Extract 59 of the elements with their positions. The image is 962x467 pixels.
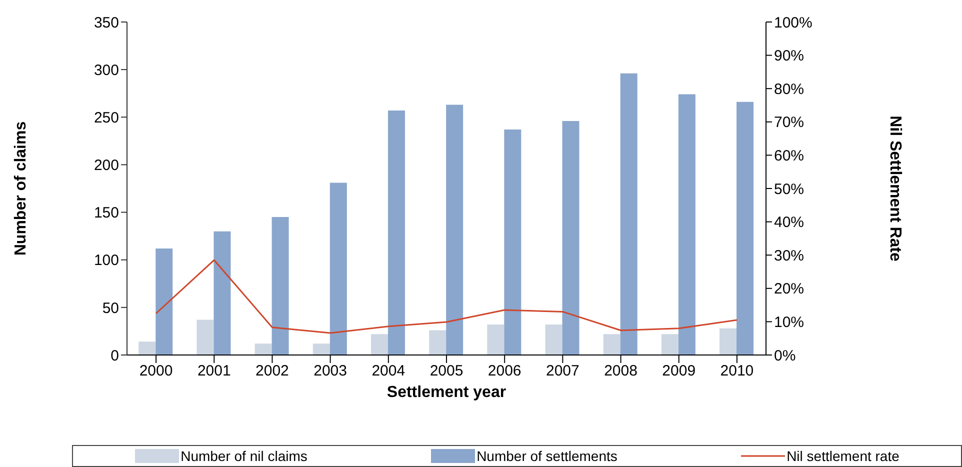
bar [214, 231, 231, 355]
x-tick-label: 2004 [372, 362, 406, 380]
y-tick-label: 100 [94, 252, 119, 270]
y2-tick-label: 100% [774, 14, 812, 32]
bar [487, 324, 504, 355]
y2-tick-label: 50% [774, 180, 804, 198]
bar [272, 217, 289, 355]
bar [720, 328, 737, 355]
y2-tick-label: 70% [774, 114, 804, 132]
bar [330, 182, 347, 355]
bar [620, 73, 638, 355]
y2-tick-label: 40% [774, 214, 804, 232]
bar [446, 104, 464, 355]
x-tick-label: 2000 [139, 362, 173, 380]
y2-tick-label: 10% [774, 314, 804, 332]
bar [562, 120, 580, 355]
x-axis-title: Settlement year [386, 384, 506, 401]
x-tick-label: 2009 [662, 362, 696, 380]
y2-tick-label: 60% [774, 148, 804, 165]
y2-tick-label: 20% [774, 280, 804, 298]
y2-tick-label: 0% [774, 347, 796, 364]
y-tick-label: 50 [102, 300, 119, 317]
bar [603, 334, 620, 355]
y-axis-title: Number of claims [12, 121, 30, 256]
bar [370, 334, 388, 355]
x-tick-label: 2007 [546, 362, 580, 380]
x-tick-label: 2010 [720, 362, 754, 380]
line-series [155, 259, 738, 334]
x-tick-label: 2002 [256, 362, 289, 380]
y-tick-label: 300 [94, 62, 119, 79]
y-tick-label: 250 [94, 109, 119, 126]
x-tick-label: 2003 [314, 362, 348, 380]
bar [504, 130, 522, 355]
legend-label: Nil settlement rate [786, 448, 900, 464]
bar [254, 344, 272, 355]
bar [312, 344, 330, 355]
y-tick-label: 200 [94, 157, 119, 174]
y2-tick-label: 30% [774, 247, 804, 264]
bar [196, 320, 214, 355]
legend-label: Number of nil claims [180, 448, 308, 464]
y-tick-label: 150 [94, 204, 119, 222]
y-tick-label: 0 [110, 347, 119, 364]
x-tick-label: 2005 [430, 362, 464, 380]
x-tick-label: 2008 [604, 362, 638, 380]
y2-axis-title: Nil Settlement Rate [886, 116, 904, 262]
bar [429, 330, 446, 355]
bar [545, 324, 562, 355]
y-tick-label: 350 [94, 14, 119, 32]
bar [736, 102, 754, 355]
y2-tick-label: 90% [774, 48, 804, 65]
bar [661, 334, 678, 355]
bar [678, 94, 696, 355]
legend-label: Number of settlements [476, 448, 618, 464]
x-tick-label: 2006 [488, 362, 522, 380]
bar [138, 342, 156, 355]
y2-tick-label: 80% [774, 80, 804, 98]
bar [156, 248, 173, 355]
x-tick-label: 2001 [197, 362, 231, 380]
bar [388, 110, 405, 355]
